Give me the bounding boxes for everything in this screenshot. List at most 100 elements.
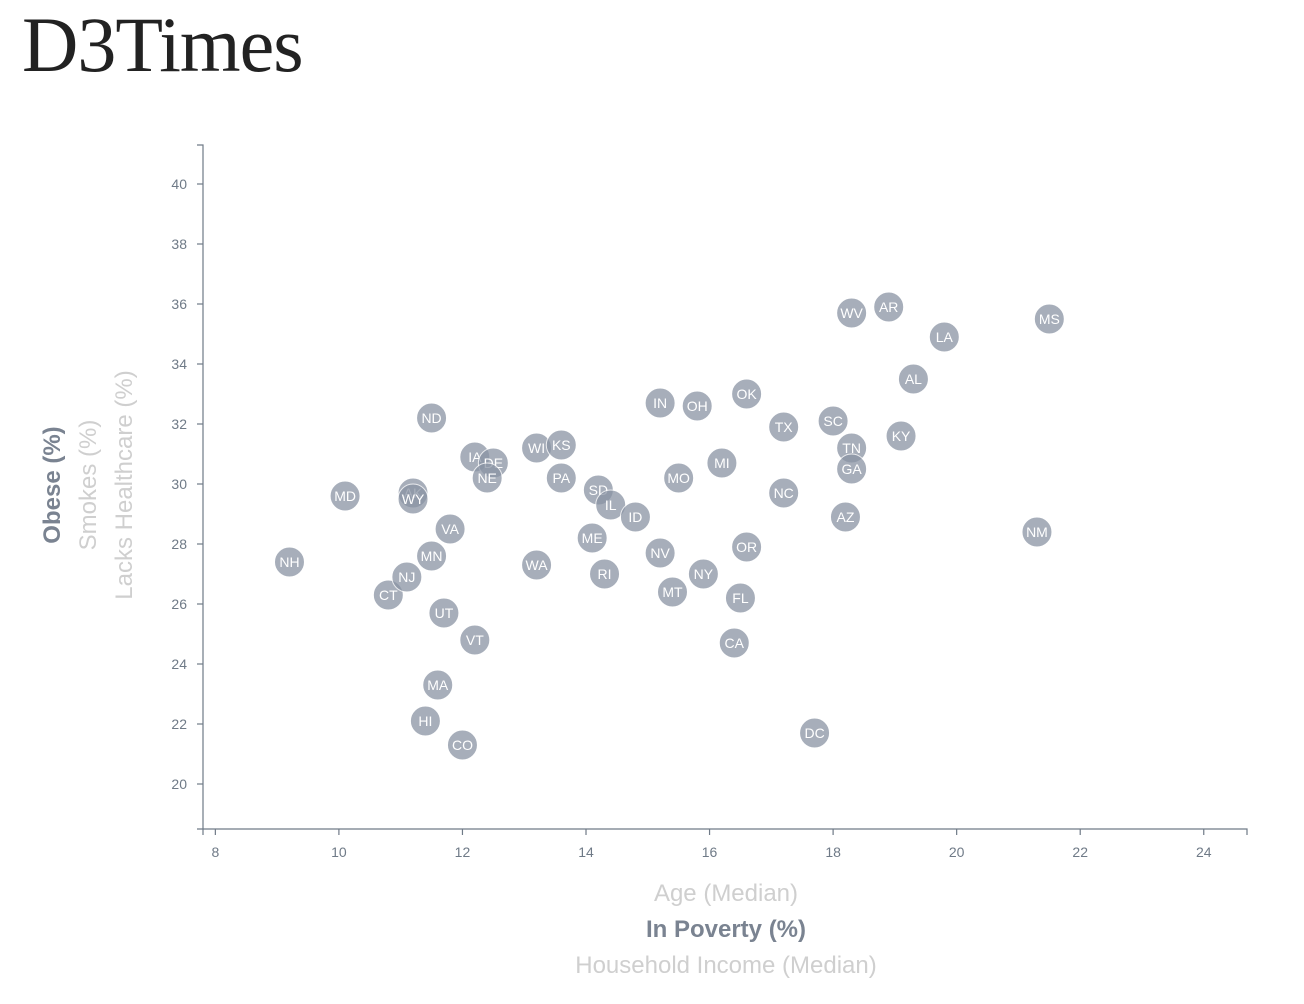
state-point[interactable]: AL — [897, 363, 929, 395]
state-circle[interactable] — [897, 363, 929, 395]
state-circle[interactable] — [446, 729, 478, 761]
state-circle[interactable] — [329, 480, 361, 512]
state-circle[interactable] — [799, 717, 831, 749]
state-point[interactable]: ME — [576, 522, 608, 554]
state-point[interactable]: VA — [434, 513, 466, 545]
state-point[interactable]: DC — [799, 717, 831, 749]
state-circle[interactable] — [391, 561, 423, 593]
state-point[interactable]: NM — [1021, 516, 1053, 548]
state-circle[interactable] — [471, 462, 503, 494]
y-axis-option[interactable]: Smokes (%) — [75, 420, 102, 551]
state-point[interactable]: MD — [329, 480, 361, 512]
state-circle[interactable] — [718, 627, 750, 659]
state-point[interactable]: AZ — [829, 501, 861, 533]
state-abbr-label: NE — [477, 470, 496, 486]
state-point[interactable]: TX — [768, 411, 800, 443]
state-circle[interactable] — [521, 549, 553, 581]
state-point[interactable]: NH — [273, 546, 305, 578]
state-abbr-label: IL — [605, 497, 617, 513]
state-circle[interactable] — [273, 546, 305, 578]
state-point[interactable]: WA — [521, 549, 553, 581]
state-circle[interactable] — [829, 501, 861, 533]
state-point[interactable]: PA — [545, 462, 577, 494]
state-abbr-label: AZ — [837, 509, 855, 525]
state-circle[interactable] — [416, 540, 448, 572]
state-abbr-label: NM — [1026, 524, 1048, 540]
state-point[interactable]: MS — [1033, 303, 1065, 335]
state-circle[interactable] — [619, 501, 651, 533]
state-circle[interactable] — [644, 387, 676, 419]
state-point[interactable]: NY — [687, 558, 719, 590]
state-circle[interactable] — [1021, 516, 1053, 548]
state-circle[interactable] — [663, 462, 695, 494]
state-circle[interactable] — [687, 558, 719, 590]
state-circle[interactable] — [545, 462, 577, 494]
x-axis-option[interactable]: In Poverty (%) — [646, 916, 806, 943]
state-point[interactable]: NC — [768, 477, 800, 509]
state-circle[interactable] — [768, 477, 800, 509]
state-circle[interactable] — [459, 624, 491, 656]
state-circle[interactable] — [656, 576, 688, 608]
state-circle[interactable] — [836, 453, 868, 485]
state-circle[interactable] — [422, 669, 454, 701]
state-circle[interactable] — [731, 378, 763, 410]
state-point[interactable]: VT — [459, 624, 491, 656]
state-point[interactable]: MN — [416, 540, 448, 572]
state-point[interactable]: RI — [589, 558, 621, 590]
state-circle[interactable] — [434, 513, 466, 545]
state-point[interactable]: GA — [836, 453, 868, 485]
state-point[interactable]: MT — [656, 576, 688, 608]
state-circle[interactable] — [409, 705, 441, 737]
state-point[interactable]: OH — [681, 390, 713, 422]
state-circle[interactable] — [681, 390, 713, 422]
state-point[interactable]: NJ — [391, 561, 423, 593]
state-abbr-label: AR — [879, 299, 898, 315]
state-point[interactable]: CA — [718, 627, 750, 659]
state-point[interactable]: ID — [619, 501, 651, 533]
state-point[interactable]: ND — [416, 402, 448, 434]
state-point[interactable]: CO — [446, 729, 478, 761]
y-axis-option[interactable]: Lacks Healthcare (%) — [111, 370, 138, 599]
state-point[interactable]: LA — [928, 321, 960, 353]
state-point[interactable]: OK — [731, 378, 763, 410]
state-circle[interactable] — [836, 297, 868, 329]
state-abbr-label: MA — [427, 677, 449, 693]
state-point[interactable]: MI — [706, 447, 738, 479]
state-circle[interactable] — [576, 522, 608, 554]
state-circle[interactable] — [873, 291, 905, 323]
state-circle[interactable] — [885, 420, 917, 452]
state-circle[interactable] — [589, 558, 621, 590]
x-axis-option[interactable]: Age (Median) — [654, 880, 798, 907]
state-point[interactable]: UT — [428, 597, 460, 629]
state-point[interactable]: IL — [595, 489, 627, 521]
state-circle[interactable] — [731, 531, 763, 563]
state-circle[interactable] — [928, 321, 960, 353]
x-axis-option[interactable]: Household Income (Median) — [575, 952, 877, 979]
state-point[interactable]: NE — [471, 462, 503, 494]
state-point[interactable]: OR — [731, 531, 763, 563]
state-point[interactable]: AR — [873, 291, 905, 323]
state-point[interactable]: MO — [663, 462, 695, 494]
state-point[interactable]: SC — [817, 405, 849, 437]
state-point[interactable]: WI — [521, 432, 553, 464]
state-circle[interactable] — [397, 483, 429, 515]
state-point[interactable]: HI — [409, 705, 441, 737]
state-circle[interactable] — [428, 597, 460, 629]
state-point[interactable]: KY — [885, 420, 917, 452]
state-circle[interactable] — [1033, 303, 1065, 335]
state-point[interactable]: WY — [397, 483, 429, 515]
state-circle[interactable] — [416, 402, 448, 434]
state-point[interactable]: WV — [836, 297, 868, 329]
state-point[interactable]: IN — [644, 387, 676, 419]
state-circle[interactable] — [545, 429, 577, 461]
y-axis-option[interactable]: Obese (%) — [39, 426, 66, 543]
state-circle[interactable] — [644, 537, 676, 569]
state-point[interactable]: FL — [724, 582, 756, 614]
state-circle[interactable] — [724, 582, 756, 614]
state-point[interactable]: MA — [422, 669, 454, 701]
state-circle[interactable] — [768, 411, 800, 443]
state-circle[interactable] — [706, 447, 738, 479]
state-circle[interactable] — [817, 405, 849, 437]
state-point[interactable]: NV — [644, 537, 676, 569]
state-point[interactable]: KS — [545, 429, 577, 461]
